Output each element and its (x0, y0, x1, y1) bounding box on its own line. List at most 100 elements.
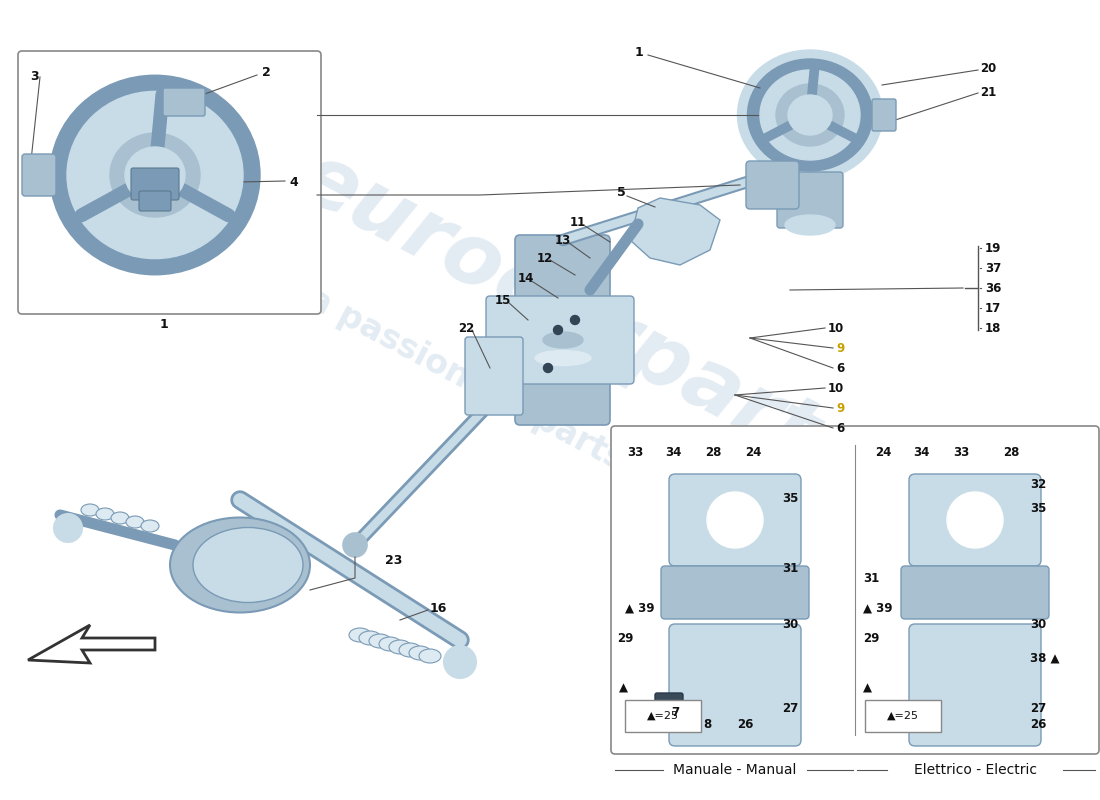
Ellipse shape (55, 80, 255, 270)
Ellipse shape (534, 328, 593, 352)
Text: 5: 5 (617, 186, 626, 199)
FancyBboxPatch shape (909, 474, 1041, 566)
FancyBboxPatch shape (746, 161, 799, 209)
Text: 32: 32 (1030, 478, 1046, 491)
Circle shape (444, 646, 476, 678)
Text: 3: 3 (30, 70, 38, 83)
Text: ▲: ▲ (618, 682, 627, 694)
Text: ▲=25: ▲=25 (647, 711, 679, 721)
Text: 17: 17 (984, 302, 1001, 314)
Text: 30: 30 (782, 618, 799, 631)
Text: 6: 6 (836, 422, 845, 434)
FancyBboxPatch shape (661, 566, 808, 619)
Text: 26: 26 (1030, 718, 1046, 731)
Text: 6: 6 (836, 362, 845, 374)
Text: 31: 31 (864, 571, 879, 585)
Text: 29: 29 (617, 631, 634, 645)
Text: eurocarparts: eurocarparts (284, 136, 877, 504)
Text: 1: 1 (635, 46, 643, 58)
Circle shape (543, 363, 552, 373)
Text: 36: 36 (984, 282, 1001, 294)
Ellipse shape (110, 133, 200, 217)
Ellipse shape (126, 516, 144, 528)
Text: 34: 34 (913, 446, 930, 458)
Ellipse shape (67, 91, 243, 258)
FancyBboxPatch shape (669, 474, 801, 566)
Text: 22: 22 (458, 322, 474, 334)
FancyBboxPatch shape (465, 337, 522, 415)
Text: ▲ 39: ▲ 39 (625, 602, 654, 614)
Text: 35: 35 (1030, 502, 1046, 514)
Ellipse shape (409, 646, 431, 660)
FancyBboxPatch shape (22, 154, 56, 196)
Ellipse shape (419, 649, 441, 663)
Text: 15: 15 (495, 294, 512, 306)
Circle shape (553, 326, 562, 334)
Ellipse shape (788, 95, 832, 135)
Polygon shape (28, 625, 155, 663)
Text: 27: 27 (782, 702, 799, 714)
FancyBboxPatch shape (901, 566, 1049, 619)
Text: ▲: ▲ (864, 682, 872, 694)
Ellipse shape (141, 520, 160, 532)
FancyBboxPatch shape (872, 99, 896, 131)
Text: 37: 37 (984, 262, 1001, 274)
Text: 11: 11 (570, 215, 586, 229)
Text: 28: 28 (1003, 446, 1020, 458)
Text: 7: 7 (671, 706, 679, 718)
FancyBboxPatch shape (515, 235, 611, 425)
Text: 8: 8 (703, 718, 711, 731)
Text: 10: 10 (828, 322, 845, 334)
Ellipse shape (359, 631, 381, 645)
Ellipse shape (368, 634, 390, 648)
Text: 14: 14 (518, 271, 535, 285)
Ellipse shape (543, 332, 583, 348)
Text: 24: 24 (745, 446, 761, 458)
Text: 9: 9 (836, 342, 845, 354)
Text: 4: 4 (289, 177, 298, 190)
Circle shape (343, 533, 367, 557)
Text: a passion for parts since 1985: a passion for parts since 1985 (301, 282, 818, 578)
Text: 1: 1 (160, 318, 168, 330)
Text: 19: 19 (984, 242, 1001, 254)
Text: 12: 12 (537, 251, 553, 265)
FancyBboxPatch shape (610, 426, 1099, 754)
Text: 20: 20 (980, 62, 997, 74)
Ellipse shape (737, 50, 882, 180)
Ellipse shape (760, 70, 860, 160)
Text: 35: 35 (782, 491, 799, 505)
FancyBboxPatch shape (18, 51, 321, 314)
Ellipse shape (81, 504, 99, 516)
FancyBboxPatch shape (654, 693, 683, 715)
Text: Manuale - Manual: Manuale - Manual (673, 763, 796, 777)
FancyBboxPatch shape (625, 700, 701, 732)
FancyBboxPatch shape (865, 700, 940, 732)
FancyBboxPatch shape (163, 88, 205, 116)
Text: 23: 23 (385, 554, 403, 566)
FancyBboxPatch shape (139, 191, 170, 211)
Text: 31: 31 (782, 562, 799, 574)
FancyBboxPatch shape (777, 172, 843, 228)
Text: 21: 21 (980, 86, 997, 98)
Ellipse shape (73, 98, 238, 253)
Text: 33: 33 (627, 446, 644, 458)
Ellipse shape (50, 75, 260, 274)
Text: 2: 2 (262, 66, 271, 79)
Text: 16: 16 (430, 602, 448, 614)
Text: ▲ 39: ▲ 39 (864, 602, 892, 614)
Ellipse shape (535, 350, 591, 366)
Ellipse shape (125, 147, 185, 203)
Text: 38 ▲: 38 ▲ (1030, 651, 1059, 665)
Text: 33: 33 (953, 446, 969, 458)
Text: 9: 9 (836, 402, 845, 414)
Text: 24: 24 (874, 446, 891, 458)
Circle shape (707, 492, 763, 548)
Ellipse shape (785, 215, 835, 235)
Ellipse shape (389, 640, 411, 654)
FancyBboxPatch shape (486, 296, 634, 384)
Ellipse shape (170, 518, 310, 613)
Text: 30: 30 (1030, 618, 1046, 631)
Text: 26: 26 (737, 718, 754, 731)
FancyBboxPatch shape (669, 624, 801, 746)
Circle shape (947, 492, 1003, 548)
